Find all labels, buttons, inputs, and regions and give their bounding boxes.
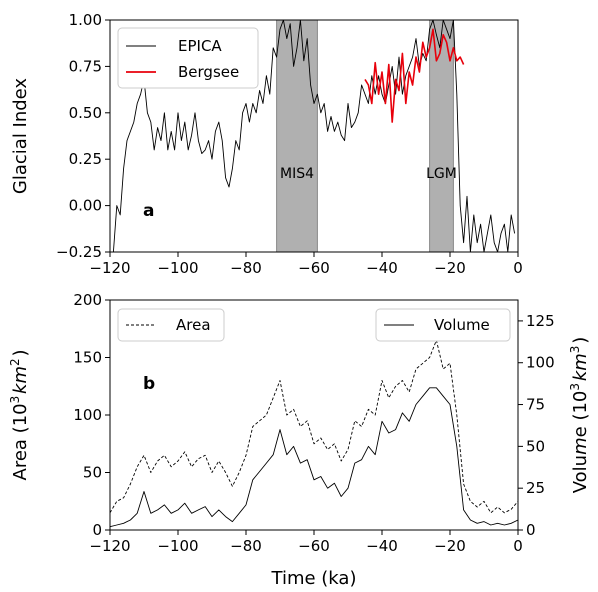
- y-tick-label-right: 0: [526, 521, 536, 539]
- shaded-regions: [276, 19, 454, 253]
- legend-area: Area: [117, 308, 225, 342]
- x-tick-label: −80: [230, 537, 262, 555]
- panel-b-series: [109, 339, 519, 528]
- y-tick-label: 0.00: [69, 197, 102, 215]
- x-tick-label: −60: [298, 537, 330, 555]
- x-tick-label: −40: [366, 259, 398, 277]
- series-bergsee: [364, 28, 465, 123]
- x-tick-label: 0: [513, 537, 523, 555]
- series-epica: [112, 19, 516, 253]
- x-tick-label: −120: [89, 259, 130, 277]
- legend-label-area: Area: [176, 316, 211, 334]
- x-tick-label: 0: [513, 259, 523, 277]
- y-axis-label-area: Area (103 km2 ): [8, 349, 31, 480]
- legend-box: [117, 27, 259, 89]
- y-tick-label: 0.75: [69, 57, 102, 75]
- series-line-epica: [112, 19, 516, 253]
- panel-b-right-y-ticks: 0 25 50 75 100 125: [518, 312, 555, 539]
- y-tick-label-right: 100: [526, 354, 555, 372]
- x-tick-label: −80: [230, 259, 262, 277]
- panel-b-x-ticks: −120 −100 −80 −60 −40 −20 0: [89, 530, 523, 555]
- y-tick-label-left: 50: [83, 464, 102, 482]
- x-tick-label: −60: [298, 259, 330, 277]
- shaded-region-labels: MIS4 LGM: [280, 166, 457, 182]
- shaded-region-mis4: [276, 19, 318, 253]
- x-tick-label: −120: [89, 537, 130, 555]
- legend-label-epica: EPICA: [178, 37, 222, 55]
- x-tick-label: −100: [157, 259, 198, 277]
- legend-volume: Volume: [375, 308, 511, 342]
- panel-a-y-ticks: −0.25 0.00 0.25 0.50 0.75 1.00: [56, 11, 110, 261]
- x-tick-label: −20: [434, 537, 466, 555]
- series-area: [109, 339, 519, 514]
- shaded-region-label-mis4: MIS4: [280, 166, 314, 182]
- glacial-index-panel: −120 −100 −80 −60 −40 −20 0 −0.25 0.00 0.25 0.50 0…: [10, 11, 523, 277]
- y-tick-label-right: 50: [526, 437, 545, 455]
- y-tick-label-right: 125: [526, 312, 555, 330]
- x-tick-label: −100: [157, 537, 198, 555]
- y-tick-label-right: 25: [526, 479, 545, 497]
- y-tick-label: 0.25: [69, 150, 102, 168]
- y-axis-label-volume: Volume (103 km3 ): [568, 337, 591, 494]
- panel-label-b: b: [143, 374, 155, 394]
- series-line-volume: [109, 387, 519, 528]
- x-tick-label: −40: [366, 537, 398, 555]
- legend-panel-a: EPICA Bergsee: [117, 27, 259, 89]
- series-line-bergsee: [364, 28, 465, 123]
- legend-label-volume: Volume: [434, 316, 490, 334]
- legend-box-volume: [375, 308, 511, 342]
- panel-a-series: [112, 19, 516, 253]
- y-tick-label: 0.50: [69, 104, 102, 122]
- shaded-region-label-lgm: LGM: [426, 166, 457, 182]
- legend-label-bergsee: Bergsee: [178, 63, 239, 81]
- x-axis-label-time: Time (ka): [271, 568, 357, 589]
- series-line-area: [109, 339, 519, 514]
- x-tick-label: −20: [434, 259, 466, 277]
- y-tick-label-right: 75: [526, 396, 545, 414]
- y-tick-label: −0.25: [56, 243, 102, 261]
- y-tick-label-left: 0: [92, 521, 102, 539]
- panel-a-x-ticks: −120 −100 −80 −60 −40 −20 0: [89, 252, 523, 277]
- y-tick-label-left: 150: [73, 349, 102, 367]
- shaded-region-lgm: [429, 19, 454, 253]
- series-volume: [109, 387, 519, 528]
- y-tick-label-left: 200: [73, 291, 102, 309]
- y-tick-label-left: 100: [73, 406, 102, 424]
- y-axis-label-glacial-index: Glacial Index: [10, 78, 31, 195]
- panel-label-a: a: [143, 201, 154, 221]
- area-volume-panel: −120 −100 −80 −60 −40 −20 0 0 50 100 150 200 0 25 50…: [8, 291, 591, 589]
- y-tick-label: 1.00: [69, 11, 102, 29]
- panel-b-left-y-ticks: 0 50 100 150 200: [73, 291, 110, 539]
- legend-box-area: [117, 308, 225, 342]
